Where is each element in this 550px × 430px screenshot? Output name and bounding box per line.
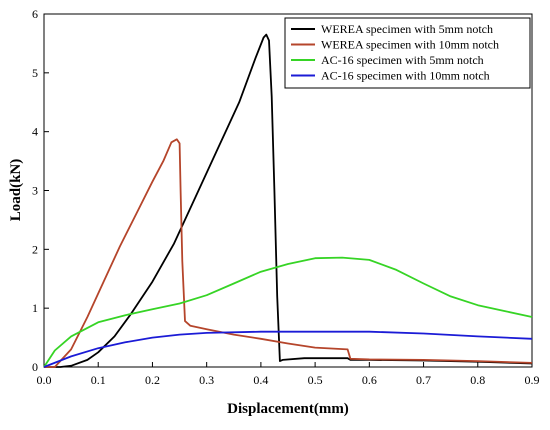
x-tick-label: 0.7 — [416, 373, 431, 387]
x-tick-label: 0.9 — [525, 373, 540, 387]
series-line-3 — [43, 256, 533, 368]
series-line-1 — [44, 33, 533, 368]
legend-box — [284, 17, 531, 89]
x-tick-label: 0.6 — [362, 373, 377, 387]
legend: WEREA specimen with 5mm notch WEREA speci… — [284, 17, 531, 89]
y-axis-title: Load(kN) — [8, 159, 24, 222]
legend-label: AC-16 specimen with 10mm notch — [321, 69, 490, 83]
y-tick-label: 0 — [32, 360, 38, 374]
x-tick-label: 0.1 — [91, 373, 106, 387]
y-tick-label: 5 — [32, 66, 38, 80]
x-tick-label: 0.4 — [253, 373, 268, 387]
y-tick-label: 3 — [32, 184, 38, 198]
y-tick-label: 4 — [32, 125, 38, 139]
y-tick-label: 2 — [32, 242, 38, 256]
legend-label: WEREA specimen with 10mm notch — [321, 38, 499, 52]
x-tick-label: 0.5 — [308, 373, 323, 387]
x-tick-label: 0.0 — [37, 373, 52, 387]
x-tick-label: 0.3 — [199, 373, 214, 387]
x-tick-label: 0.2 — [145, 373, 160, 387]
series-line-2 — [44, 138, 533, 368]
legend-label: AC-16 specimen with 5mm notch — [321, 53, 484, 67]
x-axis-title: Displacement(mm) — [227, 401, 349, 417]
legend-label: WEREA specimen with 5mm notch — [321, 22, 493, 36]
x-tick-label: 0.8 — [470, 373, 485, 387]
series-line-4 — [43, 330, 533, 368]
y-tick-label: 1 — [32, 301, 38, 315]
y-tick-label: 6 — [32, 7, 38, 21]
